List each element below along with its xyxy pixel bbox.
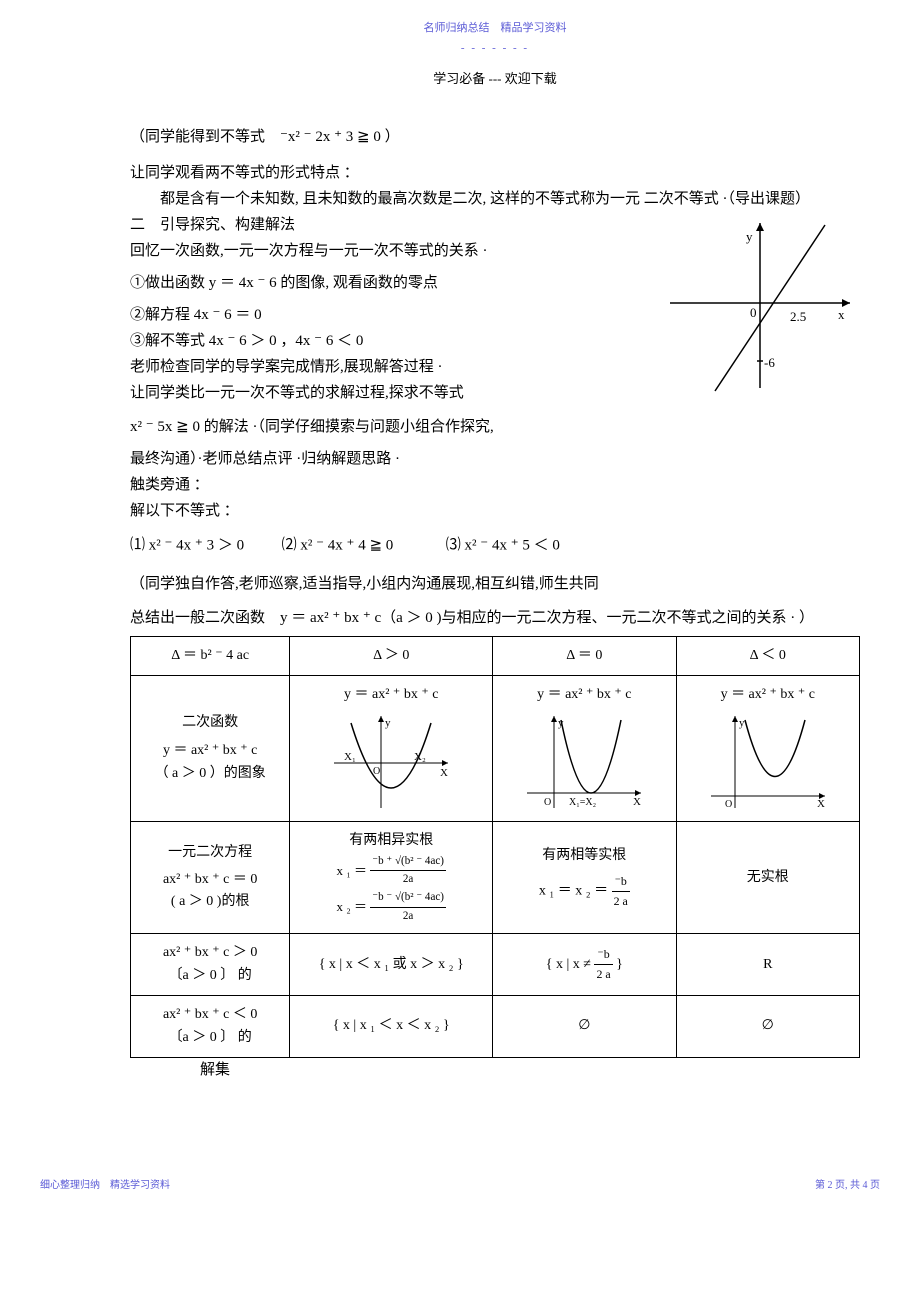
para-14: 解以下不等式 ： <box>130 499 860 523</box>
th-lt0: Δ ＜ 0 <box>676 636 859 675</box>
r2c2-top: 有两相等实根 <box>499 845 669 867</box>
para-3: 都是含有一个未知数, 且未知数的最高次数是二次, 这样的不等式称为一元 二次不等… <box>130 187 860 211</box>
para-2: 让同学观看两不等式的形式特点 ： <box>130 161 860 185</box>
svg-text:O: O <box>544 797 551 808</box>
svg-text:y: y <box>385 717 391 729</box>
cell-roots-gt0: 有两相异实根 x ₁ ＝ ⁻b ⁺ √(b² ⁻ 4ac)2a x ₂ ＝ ⁻b… <box>290 822 493 934</box>
r3c2-prefix: { x | x ≠ <box>546 957 591 972</box>
para-13: 触类旁通 ： <box>130 473 860 497</box>
th-eq0: Δ ＝ 0 <box>493 636 676 675</box>
graph-y-label: y <box>746 229 753 244</box>
cell-equation: 一元二次方程 ax² ⁺ bx ⁺ c ＝ 0 ( a ＞ 0 )的根 <box>131 822 290 934</box>
svg-text:X: X <box>440 767 448 779</box>
r2-label3: ( a ＞ 0 )的根 <box>137 891 283 913</box>
para-15: （同学独自作答,老师巡察,适当指导,小组内沟通展现,相互纠错,师生共同 <box>130 572 860 596</box>
r4c2: ∅ <box>493 996 676 1058</box>
r2c1-x1-num: ⁻b ⁺ √(b² ⁻ 4ac) <box>370 853 446 872</box>
r4-label2: 〔a ＞ 0 〕 的 <box>137 1027 283 1049</box>
r2c2-den: 2 a <box>612 892 630 911</box>
r3c1: { x | x ＜ x ₁ 或 x ＞ x ₂ } <box>290 934 493 996</box>
summary-table: Δ ＝ b² ⁻ 4 ac Δ ＞ 0 Δ ＝ 0 Δ ＜ 0 二次函数 y ＝… <box>130 636 860 1058</box>
table-row-roots: 一元二次方程 ax² ⁺ bx ⁺ c ＝ 0 ( a ＞ 0 )的根 有两相异… <box>131 822 860 934</box>
r1c3-eq: y ＝ ax² ⁺ bx ⁺ c <box>683 684 853 706</box>
table-row-lt-set: ax² ⁺ bx ⁺ c ＜ 0 〔a ＞ 0 〕 的 { x | x ₁ ＜ … <box>131 996 860 1058</box>
cell-ineq-lt: ax² ⁺ bx ⁺ c ＜ 0 〔a ＞ 0 〕 的 <box>131 996 290 1058</box>
cell-ineq-gt: ax² ⁺ bx ⁺ c ＞ 0 〔a ＞ 0 〕 的 <box>131 934 290 996</box>
svg-text:X: X <box>817 798 825 810</box>
graph-origin: 0 <box>750 305 757 320</box>
ex2: x² ⁻ 4x ⁺ 4 ≧ 0 <box>300 538 393 554</box>
cell-graph-lt0: y ＝ ax² ⁺ bx ⁺ c O X y <box>676 675 859 821</box>
r2c1-den-b: 2a <box>370 908 446 926</box>
r2c1-x1-lhs: x ₁ ＝ <box>336 862 367 877</box>
svg-text:O: O <box>725 799 732 810</box>
r2c1-top: 有两相异实根 <box>296 830 486 852</box>
graph-x-label: x <box>838 307 845 322</box>
cell-roots-eq0: 有两相等实根 x ₁ ＝ x ₂ ＝ ⁻b2 a <box>493 822 676 934</box>
document-page: 名师归纳总结 精品学习资料 - - - - - - - 学习必备 --- 欢迎下… <box>0 0 920 1212</box>
cell-quadratic-func: 二次函数 y ＝ ax² ⁺ bx ⁺ c （ a ＞ 0 ）的图象 <box>131 675 290 821</box>
r1c2-eq: y ＝ ax² ⁺ bx ⁺ c <box>499 684 669 706</box>
r2c1-x2-num: ⁻b ⁻ √(b² ⁻ 4ac) <box>370 889 446 908</box>
ex3: x² ⁻ 4x ⁺ 5 ＜ 0 <box>465 538 560 554</box>
header-sub: 学习必备 --- 欢迎下载 <box>130 69 860 90</box>
r2-label1: 一元二次方程 <box>137 842 283 864</box>
ex3-label: ⑶ <box>446 537 461 553</box>
para-1: （同学能得到不等式 ⁻x² ⁻ 2x ⁺ 3 ≧ 0 ） <box>130 125 860 149</box>
table-header-row: Δ ＝ b² ⁻ 4 ac Δ ＞ 0 Δ ＝ 0 Δ ＜ 0 <box>131 636 860 675</box>
svg-text:X₁: X₁ <box>344 751 356 763</box>
linear-graph: 0 2.5 x y -6 <box>660 213 860 398</box>
r3c2-num: ⁻b <box>594 945 612 965</box>
ex1: x² ⁻ 4x ⁺ 3 ＞ 0 <box>149 538 244 554</box>
cell-graph-gt0: y ＝ ax² ⁺ bx ⁺ c X₁ X₂ O X y <box>290 675 493 821</box>
r1-label3: （ a ＞ 0 ）的图象 <box>137 763 283 785</box>
svg-text:X: X <box>633 796 641 808</box>
r2c2-num: ⁻b <box>612 872 630 892</box>
section-block: 二 引导探究、构建解法 回忆一次函数,一元一次方程与一元一次不等式的关系 · ①… <box>130 213 860 405</box>
r3-label2: 〔a ＞ 0 〕 的 <box>137 965 283 987</box>
th-discriminant: Δ ＝ b² ⁻ 4 ac <box>131 636 290 675</box>
r3c3: R <box>676 934 859 996</box>
svg-text:O: O <box>373 766 380 777</box>
cell-graph-eq0: y ＝ ax² ⁺ bx ⁺ c O X₁=X₂ X y <box>493 675 676 821</box>
footer-left: 细心整理归纳 精选学习资料 <box>40 1178 170 1194</box>
r2-label2: ax² ⁺ bx ⁺ c ＝ 0 <box>137 869 283 891</box>
ex1-label: ⑴ <box>130 537 145 553</box>
svg-text:X₂: X₂ <box>414 751 426 763</box>
r4-label1: ax² ⁺ bx ⁺ c ＜ 0 <box>137 1004 283 1026</box>
svg-text:X₁=X₂: X₁=X₂ <box>569 797 596 808</box>
graph-x-intercept: 2.5 <box>790 309 806 324</box>
para-12: 最终沟通）·老师总结点评 ·归纳解题思路 · <box>130 447 860 471</box>
r1c1-eq: y ＝ ax² ⁺ bx ⁺ c <box>296 684 486 706</box>
parabola-no-root: O X y <box>703 708 833 813</box>
ex2-label: ⑵ <box>282 537 297 553</box>
svg-text:y: y <box>739 717 745 729</box>
header-top: 名师归纳总结 精品学习资料 <box>130 20 860 38</box>
r4c1: { x | x ₁ ＜ x ＜ x ₂ } <box>290 996 493 1058</box>
parabola-one-root: O X₁=X₂ X y <box>519 708 649 813</box>
header-dashes: - - - - - - - <box>130 40 860 58</box>
parabola-two-roots: X₁ X₂ O X y <box>326 708 456 813</box>
graph-y-intercept: -6 <box>764 355 775 370</box>
footer-right: 第 2 页, 共 4 页 <box>815 1178 880 1194</box>
r1-label1: 二次函数 <box>137 712 283 734</box>
r2c1-den-a: 2a <box>370 871 446 889</box>
exercises-row: ⑴ x² ⁻ 4x ⁺ 3 ＞ 0 ⑵ x² ⁻ 4x ⁺ 4 ≧ 0 ⑶ x²… <box>130 533 860 558</box>
below-table-label: 解集 <box>130 1058 860 1082</box>
r4c3: ∅ <box>676 996 859 1058</box>
para-11: x² ⁻ 5x ≧ 0 的解法 ·（同学仔细摸索与问题小组合作探究, <box>130 415 860 439</box>
para-16: 总结出一般二次函数 y ＝ ax² ⁺ bx ⁺ c（a ＞ 0 )与相应的一元… <box>130 606 860 630</box>
cell-roots-lt0: 无实根 <box>676 822 859 934</box>
r3c2: { x | x ≠ ⁻b2 a } <box>493 934 676 996</box>
r2c2-lhs: x ₁ ＝ x ₂ ＝ <box>539 883 608 898</box>
th-gt0: Δ ＞ 0 <box>290 636 493 675</box>
table-row-graphs: 二次函数 y ＝ ax² ⁺ bx ⁺ c （ a ＞ 0 ）的图象 y ＝ a… <box>131 675 860 821</box>
r3c2-suffix: } <box>616 957 623 972</box>
r2c1-x2-lhs: x ₂ ＝ <box>336 899 367 914</box>
r3c2-den: 2 a <box>594 965 612 984</box>
r3-label1: ax² ⁺ bx ⁺ c ＞ 0 <box>137 942 283 964</box>
r1-label2: y ＝ ax² ⁺ bx ⁺ c <box>137 740 283 762</box>
table-row-gt-set: ax² ⁺ bx ⁺ c ＞ 0 〔a ＞ 0 〕 的 { x | x ＜ x … <box>131 934 860 996</box>
svg-text:y: y <box>558 717 564 729</box>
